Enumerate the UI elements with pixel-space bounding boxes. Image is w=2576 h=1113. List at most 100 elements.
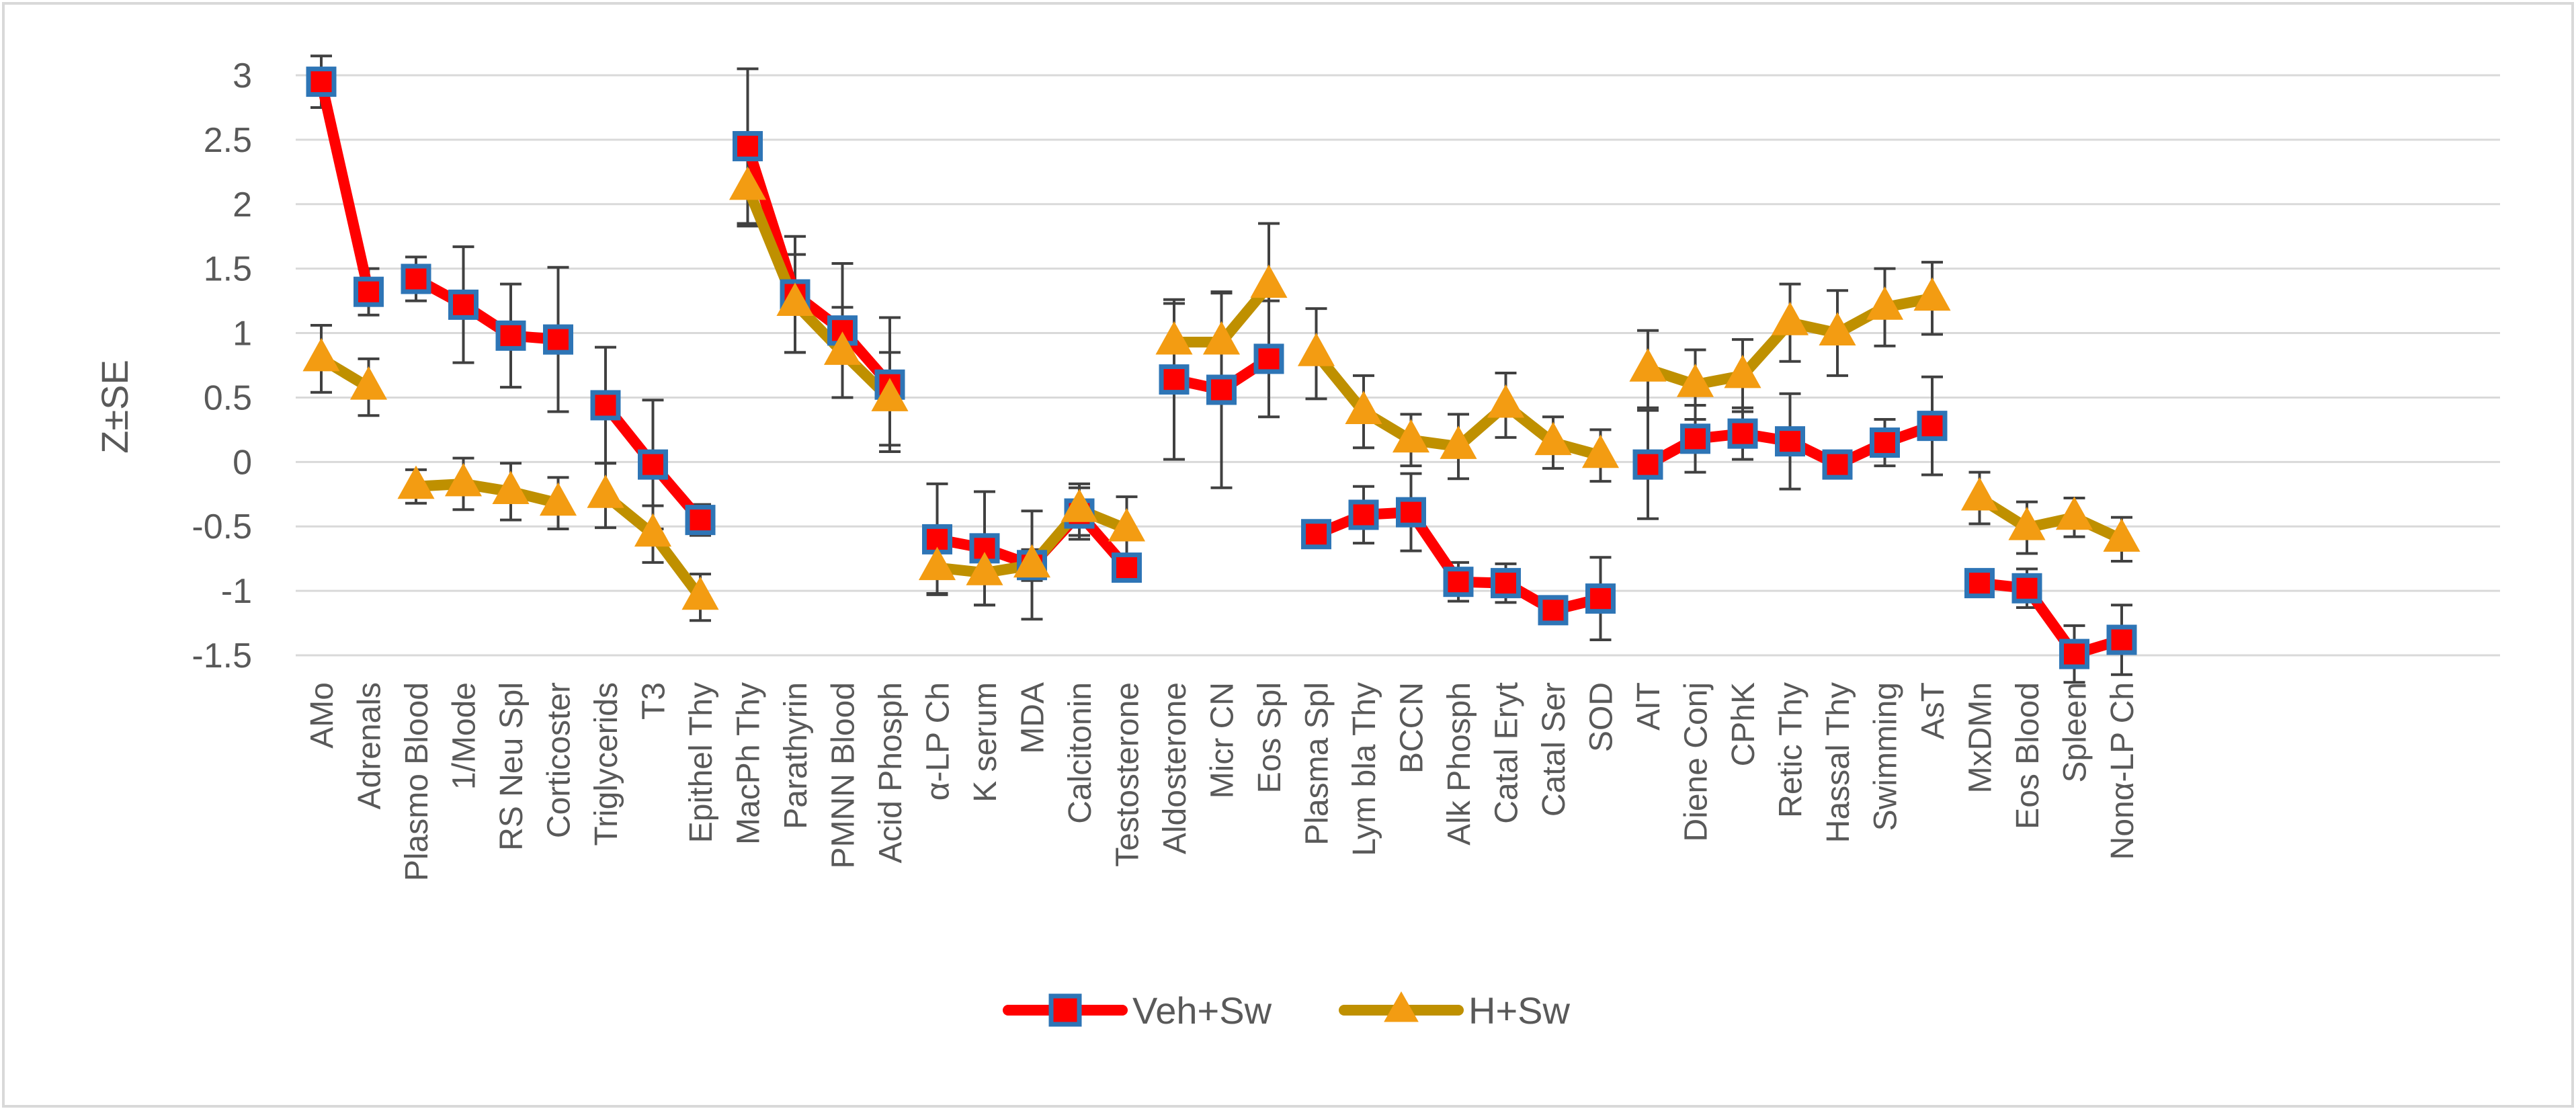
x-tick-label: AMo [304, 682, 340, 749]
data-point-h-sw [1771, 302, 1809, 335]
data-point-h-sw [681, 576, 719, 610]
x-tick-label: Acid Phosph [873, 682, 909, 864]
x-tick-label: Hassal Thy [1821, 682, 1856, 843]
x-tick-label: Catal Ser [1536, 682, 1572, 817]
x-tick-label: RS Neu Spl [494, 682, 530, 851]
data-point-veh-sw [1964, 568, 1995, 599]
x-tick-label: BCCN [1395, 682, 1430, 774]
data-point-h-sw [539, 482, 577, 516]
data-point-veh-sw [1538, 595, 1569, 626]
x-tick-label: 1/Mode [447, 682, 483, 790]
data-point-veh-sw [306, 67, 337, 97]
x-tick-label: PMNN Blood [826, 682, 862, 868]
x-axis-ticks: AMo Adrenals Plasmo Blood 1/Mode RS Neu Spl C… [304, 682, 2141, 881]
data-point-h-sw [492, 470, 530, 504]
y-tick-label: 0 [233, 443, 252, 482]
data-point-veh-sw [354, 276, 384, 307]
data-point-h-sw [2008, 507, 2046, 540]
data-point-h-sw [1581, 434, 1620, 468]
x-tick-label: Spleen [2058, 682, 2093, 782]
y-tick-label: -1 [221, 572, 252, 611]
y-tick-label: 1.5 [204, 250, 252, 289]
data-point-h-sw [1250, 264, 1288, 298]
data-point-h-sw [823, 331, 862, 365]
x-tick-label: AlT [1631, 682, 1667, 731]
data-point-h-sw [1345, 390, 1382, 425]
x-tick-label: Adrenals [352, 682, 388, 809]
y-tick-label: -1.5 [192, 636, 252, 675]
series-line-veh-sw [411, 274, 564, 345]
x-tick-label: AsT [1915, 682, 1951, 739]
data-point-h-sw [587, 475, 624, 508]
y-tick-label: 1 [233, 315, 252, 354]
x-tick-label: SOD [1584, 682, 1620, 752]
legend-label-h-sw: H+Sw [1468, 989, 1570, 1032]
data-point-veh-sw [1632, 449, 1663, 480]
y-tick-label: 2 [233, 186, 252, 224]
x-tick-label: Lym bla Thy [1347, 682, 1382, 856]
x-tick-label: Swimming [1868, 682, 1904, 831]
series-markers [302, 67, 2141, 669]
data-point-h-sw [1676, 364, 1714, 397]
data-point-h-sw [1155, 321, 1193, 355]
legend-item-veh-sw[interactable]: Veh+Sw [1003, 989, 1272, 1032]
x-tick-label: Calcitonin [1063, 682, 1098, 824]
x-tick-label: T3 [636, 682, 672, 720]
data-point-h-sw [1819, 312, 1856, 346]
data-point-veh-sw [1680, 423, 1710, 454]
y-axis-title: Z±SE [93, 360, 136, 454]
series-line-h-sw [1974, 493, 2127, 545]
data-point-veh-sw [1491, 568, 1521, 599]
data-point-veh-sw [685, 505, 716, 536]
data-point-veh-sw [1206, 374, 1237, 405]
data-point-veh-sw [638, 449, 668, 480]
data-point-h-sw [776, 282, 814, 316]
data-point-veh-sw [1112, 552, 1142, 583]
y-tick-label: -0.5 [192, 507, 252, 546]
x-tick-label: CPhK [1726, 682, 1761, 766]
x-tick-label: Corticoster [542, 682, 577, 838]
legend: Veh+Sw H+Sw [1003, 989, 1570, 1032]
series-line-h-sw [411, 478, 564, 509]
data-point-veh-sw [1775, 426, 1805, 457]
data-point-h-sw [2055, 496, 2093, 530]
data-point-veh-sw [1159, 364, 1190, 395]
x-tick-label: Alk Phosph [1442, 682, 1477, 846]
x-tick-label: MxDMn [1963, 682, 1999, 793]
x-tick-label: Epithel Thy [683, 682, 719, 843]
data-point-h-sw [1629, 348, 1667, 382]
data-point-h-sw [918, 546, 956, 581]
data-point-h-sw [1202, 321, 1241, 355]
x-tick-label: Eos Spl [1252, 682, 1288, 793]
x-tick-label: K serum [968, 682, 1003, 802]
data-point-h-sw [1013, 544, 1051, 578]
data-point-h-sw [1440, 425, 1477, 459]
series-line-veh-sw [1974, 577, 2127, 660]
legend-item-h-sw[interactable]: H+Sw [1339, 989, 1570, 1032]
data-point-veh-sw [733, 130, 763, 161]
y-tick-label: 3 [233, 56, 252, 95]
data-point-h-sw [1534, 421, 1572, 456]
y-tick-label: 2.5 [204, 121, 252, 160]
y-tick-label: 0.5 [204, 378, 252, 417]
data-point-h-sw [1487, 384, 1525, 418]
x-tick-label: Retic Thy [1774, 682, 1809, 818]
legend-label-veh-sw: Veh+Sw [1132, 989, 1272, 1032]
x-tick-label: Aldosterone [1157, 682, 1193, 854]
data-point-veh-sw [2011, 573, 2042, 604]
data-point-veh-sw [1917, 411, 1948, 442]
data-point-h-sw [444, 462, 483, 497]
data-point-veh-sw [401, 263, 431, 294]
data-point-veh-sw [590, 390, 621, 421]
data-point-h-sw [1724, 354, 1761, 388]
data-point-veh-sw [1822, 449, 1853, 480]
data-point-h-sw [1061, 489, 1098, 522]
x-tick-label: α-LP Ch [921, 682, 956, 800]
x-tick-label: Testosterone [1110, 682, 1146, 867]
x-tick-label: Triglycerids [589, 682, 624, 846]
data-point-h-sw [302, 337, 340, 372]
x-tick-label: Catal Eryt [1489, 682, 1525, 824]
data-point-h-sw [397, 465, 435, 499]
data-point-h-sw [1866, 286, 1904, 320]
